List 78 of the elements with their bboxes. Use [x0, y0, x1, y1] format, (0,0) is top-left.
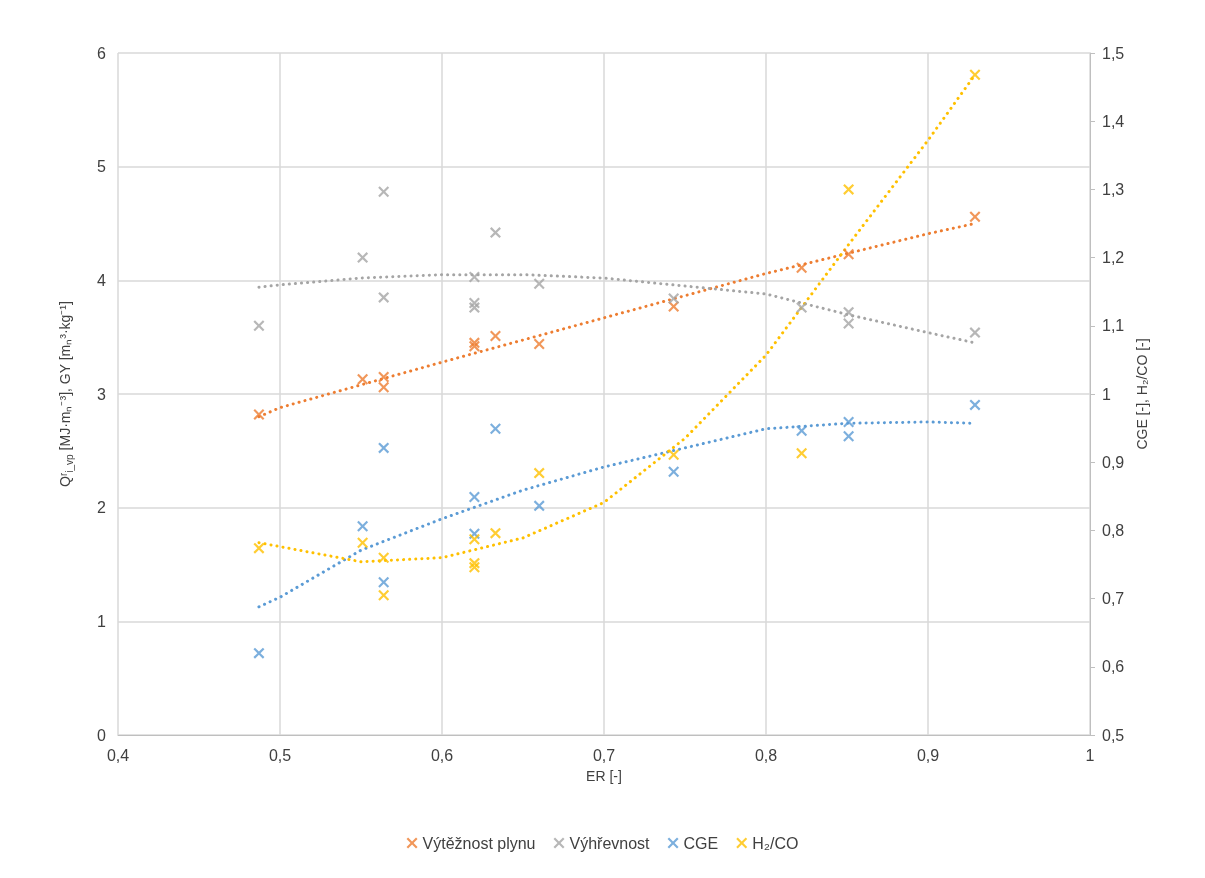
point	[489, 423, 501, 435]
point	[489, 527, 501, 539]
point	[378, 589, 390, 601]
x-axis-title: ER [-]	[586, 768, 622, 784]
point	[357, 373, 369, 385]
y-tick-label: 2	[97, 499, 107, 517]
y-axis-title: Qʳi_vp [MJ·mₙ⁻³], GY [mₙ³·kg⁻¹]	[57, 301, 75, 488]
y-tick-label: 6	[97, 44, 107, 62]
point	[357, 537, 369, 549]
point	[378, 371, 390, 383]
point	[468, 491, 480, 503]
point	[468, 533, 480, 545]
y2-tick-label: 1,4	[1102, 112, 1125, 130]
point	[843, 416, 855, 428]
point	[378, 291, 390, 303]
point	[843, 248, 855, 260]
y2-tick-label: 1,2	[1102, 249, 1125, 267]
y-tick-label: 1	[97, 612, 107, 630]
point	[969, 69, 981, 81]
x-tick-label: 0,9	[916, 746, 940, 764]
y2-tick-label: 1	[1102, 385, 1111, 403]
legend-label: CGE	[683, 834, 719, 852]
point	[357, 520, 369, 532]
legend-label: H₂/CO	[752, 834, 799, 852]
y2-tick-label: 1,3	[1102, 180, 1125, 198]
point	[843, 306, 855, 318]
point	[796, 425, 808, 437]
point	[843, 318, 855, 330]
point	[468, 561, 480, 573]
point	[378, 576, 390, 588]
y2-tick-label: 0,5	[1102, 726, 1125, 744]
point	[533, 500, 545, 512]
y2-axis-title: CGE [-], H₂/CO [-]	[1134, 338, 1151, 450]
point	[468, 302, 480, 314]
x-tick-label: 0,6	[430, 746, 454, 764]
y2-tick-label: 0,8	[1102, 521, 1125, 539]
y2-tick-label: 0,6	[1102, 658, 1125, 676]
x-tick-label: 0,8	[754, 746, 778, 764]
point	[969, 211, 981, 223]
y2-tick-label: 1,5	[1102, 44, 1125, 62]
y2-tick-label: 0,9	[1102, 453, 1125, 471]
point	[253, 408, 265, 420]
point	[378, 442, 390, 454]
point	[253, 320, 265, 332]
point	[668, 293, 680, 305]
legend-label: Výhřevnost	[569, 834, 651, 852]
x-tick-label: 0,5	[268, 746, 292, 764]
x-tick-label: 1	[1085, 746, 1095, 764]
y2-tick-label: 1,1	[1102, 317, 1125, 335]
x-tick-label: 0,4	[106, 746, 130, 764]
point	[796, 447, 808, 459]
y-tick-label: 0	[97, 726, 107, 744]
point	[843, 430, 855, 442]
point	[378, 381, 390, 393]
legend-label: Výtěžnost plynu	[422, 834, 536, 852]
point	[796, 262, 808, 274]
y-tick-label: 4	[97, 271, 107, 289]
point	[468, 271, 480, 283]
point	[378, 186, 390, 198]
point	[533, 338, 545, 350]
point	[533, 278, 545, 290]
point	[253, 647, 265, 659]
point	[253, 542, 265, 554]
point	[489, 330, 501, 342]
point	[969, 399, 981, 411]
point	[378, 552, 390, 564]
point	[843, 183, 855, 195]
y2-tick-label: 0,7	[1102, 590, 1125, 608]
point	[969, 327, 981, 339]
point	[668, 466, 680, 478]
point	[357, 252, 369, 264]
x-tick-label: 0,7	[592, 746, 616, 764]
y-tick-label: 3	[97, 385, 107, 403]
y-tick-label: 5	[97, 158, 107, 176]
point	[489, 227, 501, 239]
point	[668, 449, 680, 461]
point	[533, 467, 545, 479]
point	[796, 302, 808, 314]
